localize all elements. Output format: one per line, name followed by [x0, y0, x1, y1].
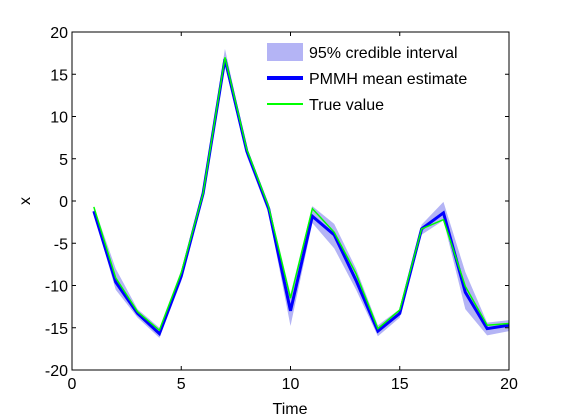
- y-tick-label: 20: [50, 25, 68, 42]
- y-tick-label: -5: [54, 236, 68, 253]
- x-tick-label: 10: [282, 376, 300, 393]
- series-line-true-value: [93, 57, 510, 332]
- y-tick-label: 5: [59, 152, 68, 169]
- x-tick-label: 0: [68, 376, 77, 393]
- x-tick-label: 20: [500, 376, 518, 393]
- legend: 95% credible interval PMMH mean estimate T…: [267, 43, 467, 114]
- legend-label: 95% credible interval: [309, 45, 458, 62]
- legend-label: True value: [309, 97, 384, 114]
- x-axis-label: Time: [273, 401, 308, 418]
- y-tick-label: -10: [45, 279, 68, 296]
- x-tick-label: 5: [177, 376, 186, 393]
- y-tick-label: -15: [45, 321, 68, 338]
- y-tick-label: 0: [59, 194, 68, 211]
- y-tick-label: 15: [50, 67, 68, 84]
- y-axis-label: x: [17, 197, 34, 205]
- x-tick-label: 15: [391, 376, 409, 393]
- legend-label: PMMH mean estimate: [309, 71, 467, 88]
- series-line-pmmh-mean: [92, 58, 510, 337]
- y-tick-label: -20: [45, 363, 68, 380]
- legend-swatch-interval: [267, 43, 303, 61]
- y-tick-label: 10: [50, 110, 68, 127]
- ticks: 0 5 10 15 20 -20 -15 -10 -5 0 5 10 15 20: [45, 25, 518, 393]
- plot-area: [92, 48, 510, 338]
